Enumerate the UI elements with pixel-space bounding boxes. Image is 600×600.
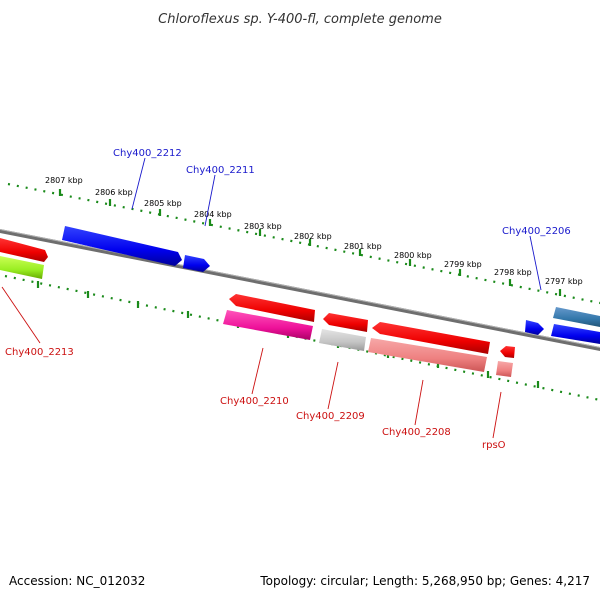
gene-chy400-2212[interactable] (62, 226, 182, 266)
gene-label[interactable]: Chy400_2211 (186, 165, 255, 176)
gene-chy400-2208[interactable] (368, 322, 490, 372)
genome-summary-text: Topology: circular; Length: 5,268,950 bp… (259, 574, 590, 588)
tick-label: 2797 kbp (545, 277, 583, 286)
label-leader-lines (1, 157, 542, 439)
gene-rpso[interactable] (496, 346, 515, 377)
gene-chy400-2206[interactable] (525, 307, 600, 344)
gene-label[interactable]: rpsO (482, 440, 506, 451)
tick-label: 2805 kbp (144, 199, 182, 208)
gene-chy400-2209[interactable] (319, 313, 368, 351)
tick-label: 2798 kbp (494, 268, 532, 277)
gene-label[interactable]: Chy400_2210 (220, 396, 289, 407)
accession-text: Accession: NC_012032 (9, 574, 145, 588)
tick-label: 2803 kbp (244, 222, 282, 231)
map-title: Chloroflexus sp. Y-400-fl, complete geno… (158, 12, 442, 27)
gene-labels: Chy400_2212 Chy400_2211 Chy400_2206 Chy4… (5, 148, 571, 451)
gene-chy400-2213[interactable] (0, 238, 48, 279)
tick-label: 2804 kbp (194, 210, 232, 219)
tick-label: 2807 kbp (45, 176, 83, 185)
tick-label: 2806 kbp (95, 188, 133, 197)
tick-label: 2800 kbp (394, 251, 432, 260)
gene-label[interactable]: Chy400_2209 (296, 411, 365, 422)
outer-tick-marks (58, 189, 562, 296)
outer-ruler (7, 182, 600, 305)
gene-label[interactable]: Chy400_2213 (5, 347, 74, 358)
tick-label: 2802 kbp (294, 232, 332, 241)
gene-label[interactable]: Chy400_2212 (113, 148, 182, 159)
tick-label: 2801 kbp (344, 242, 382, 251)
gene-label[interactable]: Chy400_2208 (382, 427, 451, 438)
tick-label: 2799 kbp (444, 260, 482, 269)
gene-chy400-2210[interactable] (223, 294, 315, 340)
gene-chy400-2211[interactable] (183, 255, 210, 272)
tick-labels: 2807 kbp 2806 kbp 2805 kbp 2804 kbp 2803… (45, 176, 583, 286)
gene-label[interactable]: Chy400_2206 (502, 226, 571, 237)
genome-backbone (0, 228, 600, 352)
